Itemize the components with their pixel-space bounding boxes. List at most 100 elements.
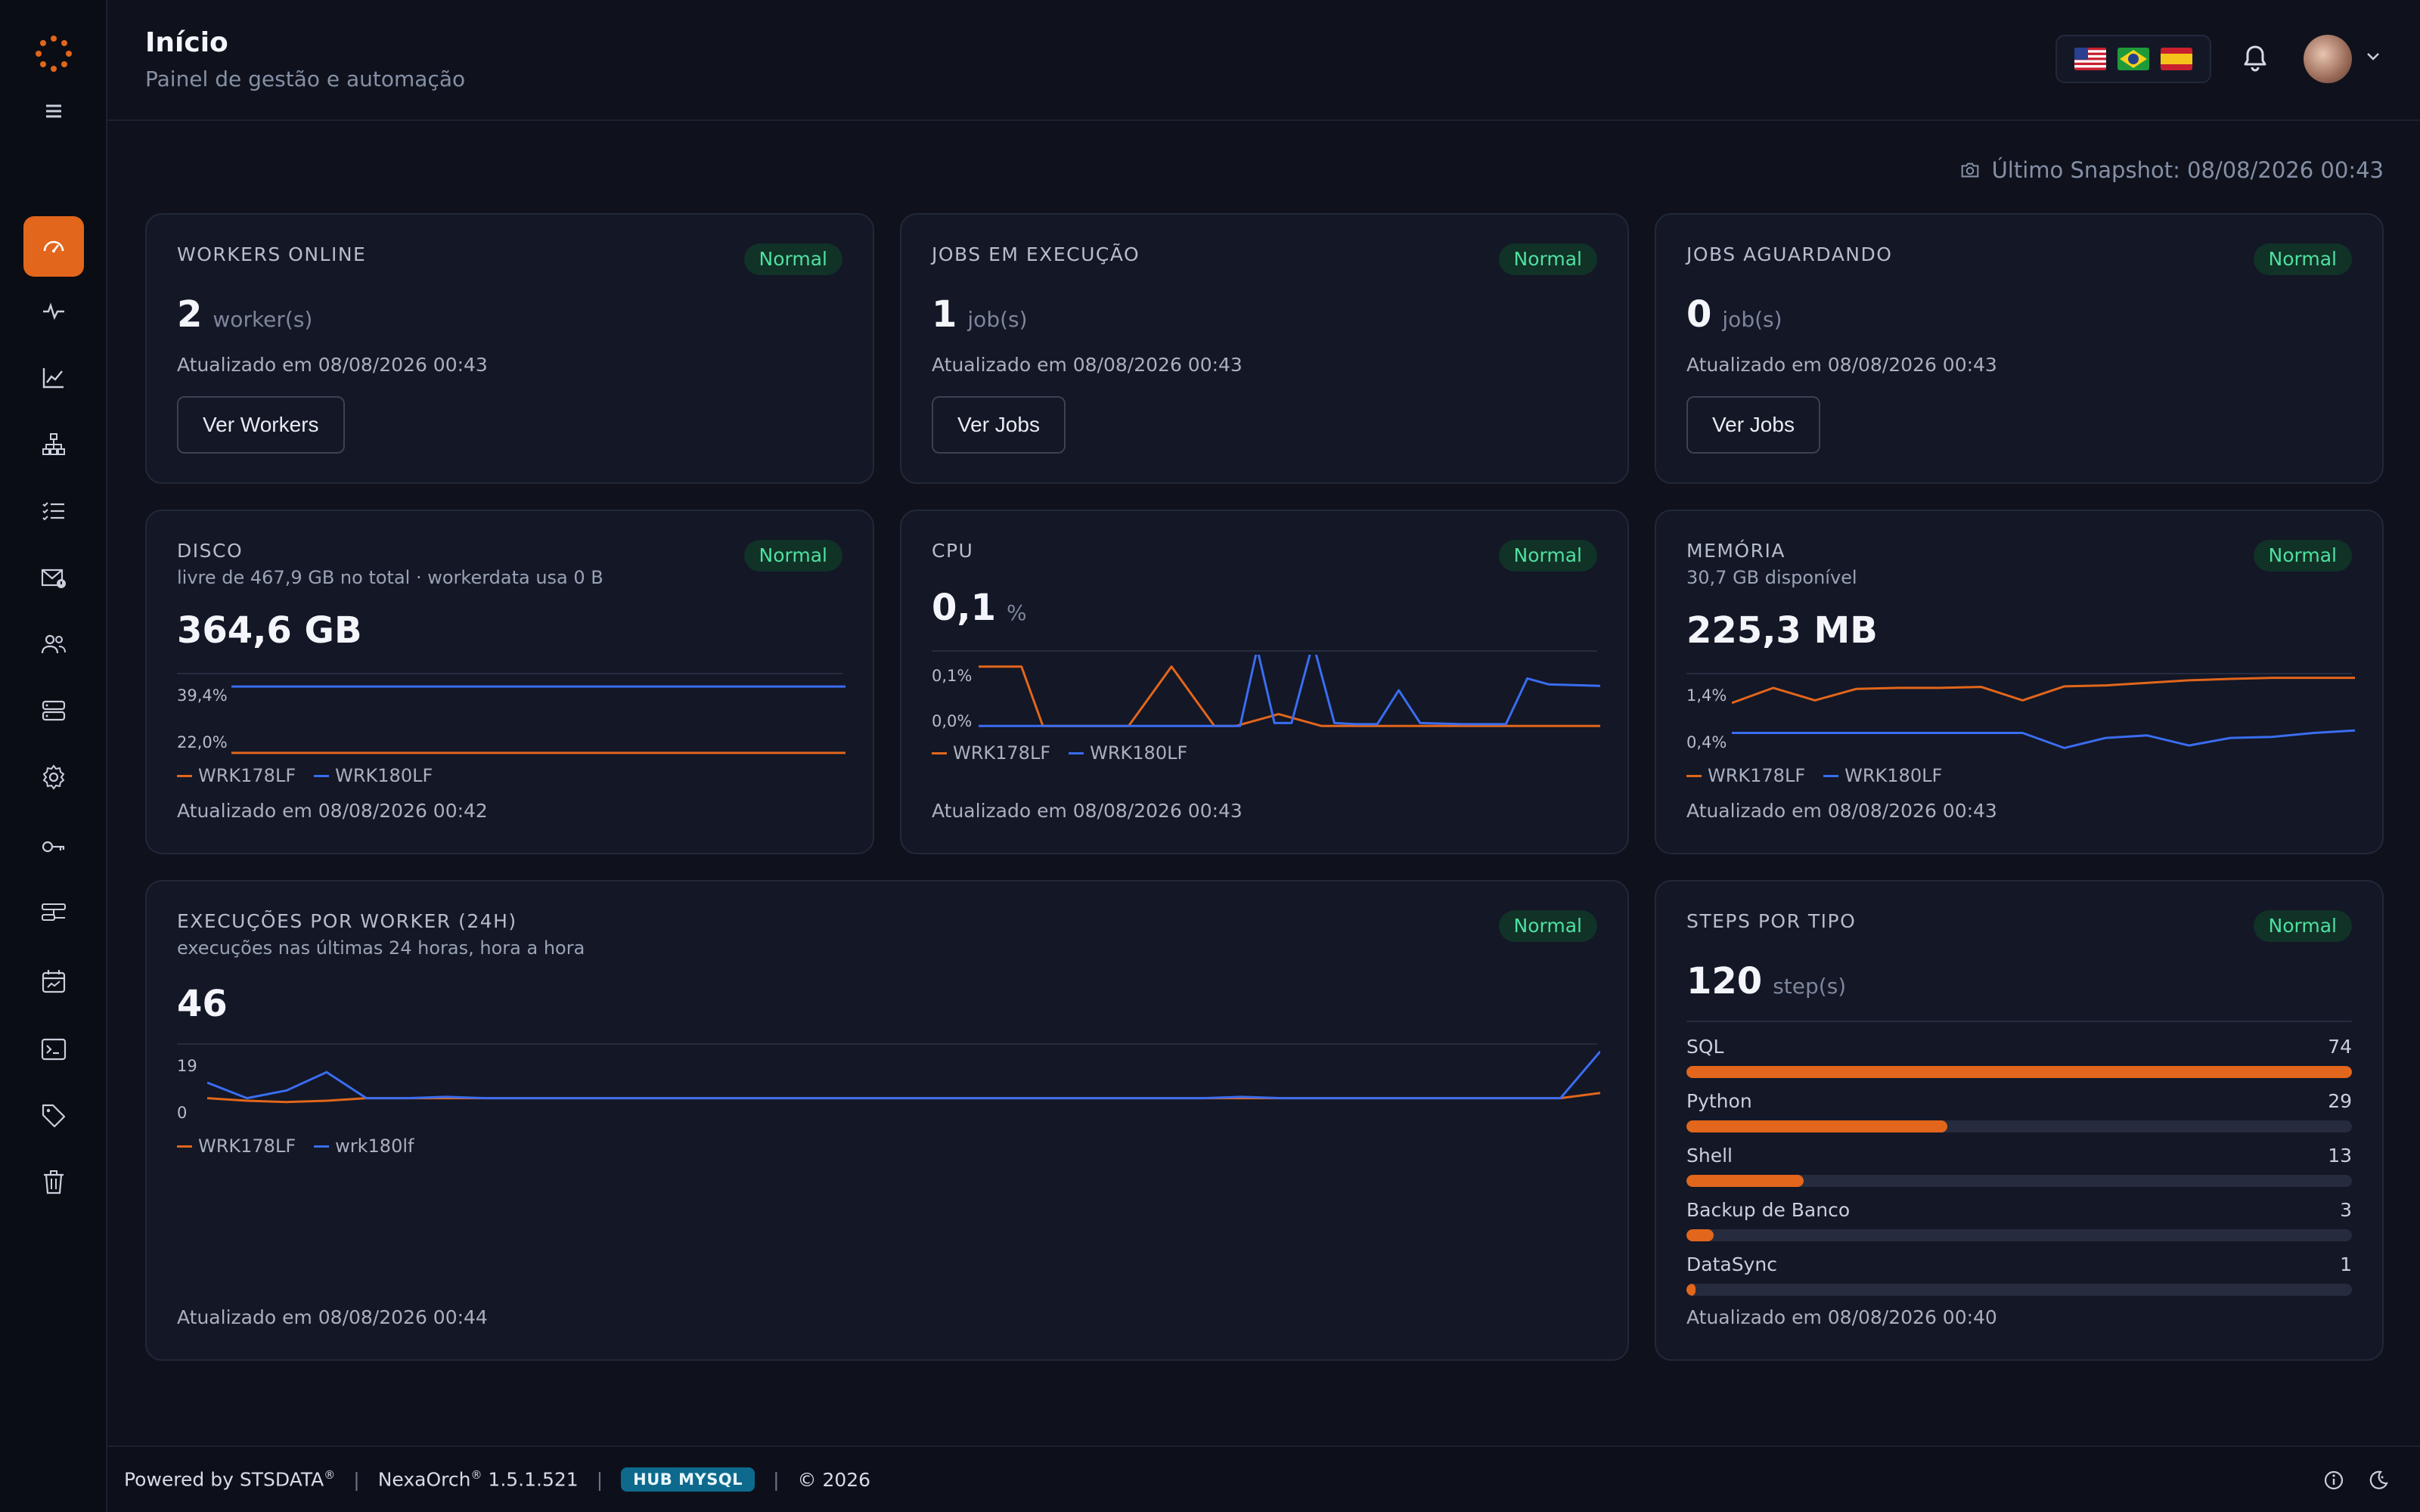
hamburger-menu-icon[interactable] (42, 100, 65, 122)
sidebar-item-dashboard[interactable] (23, 216, 84, 277)
divider (932, 650, 1597, 652)
sidebar-item-pipeline[interactable] (23, 883, 84, 943)
card-title: DISCO (177, 540, 244, 562)
sidebar-item-line-chart[interactable] (23, 348, 84, 408)
status-badge: Normal (1498, 910, 1597, 942)
y-tick-label: 0 (177, 1104, 188, 1122)
flag-es-icon[interactable] (2160, 48, 2192, 70)
view-jobs-button[interactable]: Ver Jobs (932, 396, 1066, 454)
legend-item: WRK180LF (1069, 742, 1187, 764)
step-count: 74 (2328, 1036, 2352, 1058)
divider (177, 673, 842, 674)
series-line-wrk178lf (1732, 677, 2355, 705)
info-icon[interactable] (2322, 1468, 2346, 1492)
list-check-icon (40, 497, 67, 525)
card-title: JOBS EM EXECUÇÃO (932, 243, 1140, 265)
legend-item: WRK178LF (177, 1136, 296, 1157)
sidebar-item-key[interactable] (23, 816, 84, 877)
list-item: Backup de Banco 3 (1686, 1199, 2352, 1249)
avatar[interactable] (2304, 35, 2352, 83)
jobs-waiting-value: 0 job(s) (1686, 293, 1782, 336)
divider (177, 1043, 1597, 1045)
step-count: 29 (2328, 1090, 2352, 1112)
card-title: WORKERS ONLINE (177, 243, 367, 265)
step-label: Python (1686, 1090, 1752, 1112)
logo-icon[interactable] (35, 35, 73, 73)
y-tick-label: 22,0% (177, 733, 228, 751)
chart-legend: WRK178LF WRK180LF (932, 742, 1187, 764)
pipeline-icon (40, 900, 67, 927)
step-count: 3 (2340, 1199, 2352, 1221)
activity-icon (40, 298, 67, 325)
progress-fill (1686, 1120, 1947, 1132)
sidebar-item-activity[interactable] (23, 281, 84, 342)
legend-item: wrk180lf (314, 1136, 414, 1157)
sidebar-item-network[interactable] (23, 414, 84, 475)
dashboard-icon (40, 233, 67, 260)
page-subtitle: Painel de gestão e automação (145, 67, 466, 91)
progress-track (1686, 1066, 2352, 1078)
sidebar-item-list-check[interactable] (23, 481, 84, 541)
jobs-running-value: 1 job(s) (932, 293, 1028, 336)
key-icon (40, 833, 67, 860)
sidebar-item-users[interactable] (23, 614, 84, 674)
memory-chart (1732, 677, 2355, 749)
updated-text: Atualizado em 08/08/2026 00:43 (932, 354, 1243, 376)
page-title: Início (145, 27, 228, 58)
progress-fill (1686, 1175, 1804, 1187)
chart-legend: WRK178LF WRK180LF (177, 765, 433, 786)
hub-badge: HUB MYSQL (621, 1467, 755, 1492)
jobs-waiting-card: JOBS AGUARDANDO Normal 0 job(s) Atualizad… (1655, 213, 2384, 484)
footer: Powered by STSDATA® | NexaOrch® 1.5.1.52… (107, 1445, 2420, 1512)
users-icon (40, 631, 67, 658)
server-icon (40, 697, 67, 724)
bell-icon[interactable] (2237, 41, 2273, 77)
line-chart-icon (40, 364, 67, 392)
card-subtitle: 30,7 GB disponível (1686, 567, 1857, 588)
status-badge: Normal (2253, 910, 2352, 942)
sidebar-item-calendar[interactable] (23, 951, 84, 1012)
cpu-card: CPU Normal 0,1% 0,1% 0,0% WRK178LF WRK18… (900, 510, 1629, 854)
sidebar-item-server[interactable] (23, 680, 84, 741)
divider (1686, 673, 2352, 674)
theme-toggle-icon[interactable] (2366, 1468, 2390, 1492)
product-version: NexaOrch® 1.5.1.521 (377, 1468, 579, 1491)
view-jobs-button[interactable]: Ver Jobs (1686, 396, 1820, 454)
network-icon (40, 431, 67, 458)
step-count: 1 (2340, 1253, 2352, 1275)
sidebar-item-tag[interactable] (23, 1086, 84, 1146)
progress-track (1686, 1120, 2352, 1132)
view-workers-button[interactable]: Ver Workers (177, 396, 345, 454)
sidebar-item-terminal[interactable] (23, 1019, 84, 1080)
flag-br-icon[interactable] (2117, 48, 2149, 70)
memory-card: MEMÓRIA 30,7 GB disponível Normal 225,3 … (1655, 510, 2384, 854)
progress-track (1686, 1229, 2352, 1241)
sidebar-item-trash[interactable] (23, 1152, 84, 1213)
tag-icon (40, 1102, 67, 1129)
terminal-icon (40, 1036, 67, 1063)
card-title: STEPS POR TIPO (1686, 910, 1857, 932)
series-line-wrk178lf (979, 665, 1600, 727)
progress-track (1686, 1175, 2352, 1187)
sidebar-item-mail-alert[interactable] (23, 547, 84, 608)
y-tick-label: 19 (177, 1057, 197, 1075)
language-selector (2055, 35, 2211, 83)
progress-fill (1686, 1229, 1714, 1241)
y-tick-label: 0,0% (932, 712, 973, 730)
card-subtitle: execuções nas últimas 24 horas, hora a h… (177, 937, 585, 959)
progress-fill (1686, 1284, 1696, 1296)
status-badge: Normal (1498, 243, 1597, 275)
executions-value: 46 (177, 983, 228, 1025)
step-label: DataSync (1686, 1253, 1777, 1275)
flag-us-icon[interactable] (2074, 48, 2107, 70)
updated-text: Atualizado em 08/08/2026 00:43 (1686, 800, 1997, 822)
card-title: EXECUÇÕES POR WORKER (24H) (177, 910, 517, 932)
steps-value: 120 step(s) (1686, 960, 1847, 1002)
chevron-down-icon[interactable] (2363, 45, 2384, 67)
updated-text: Atualizado em 08/08/2026 00:43 (177, 354, 488, 376)
cpu-chart (979, 655, 1600, 727)
steps-card: STEPS POR TIPO Normal 120 step(s) SQL 74 Py… (1655, 880, 2384, 1361)
updated-text: Atualizado em 08/08/2026 00:43 (1686, 354, 1997, 376)
sidebar-item-gear[interactable] (23, 747, 84, 807)
memory-value: 225,3 MB (1686, 609, 1878, 652)
